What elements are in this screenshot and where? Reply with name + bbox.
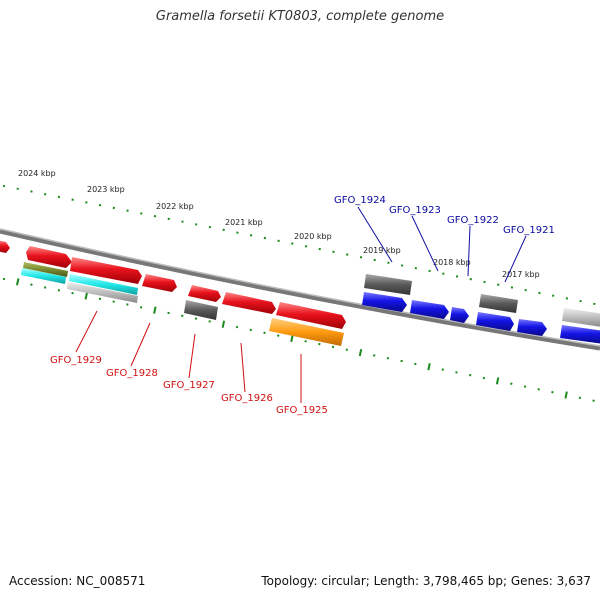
gene-arrow bbox=[188, 285, 221, 302]
major-tick bbox=[16, 278, 20, 286]
gene-arrow bbox=[26, 246, 72, 268]
callout-lines-bottom bbox=[75, 310, 302, 403]
major-tick bbox=[153, 306, 157, 314]
gene-arrows-forward bbox=[0, 240, 346, 329]
callout-line bbox=[130, 322, 151, 367]
gene-arrow bbox=[476, 312, 514, 331]
gene-arrows-reverse bbox=[362, 274, 600, 344]
gene-arrow bbox=[410, 300, 449, 319]
major-tick bbox=[84, 292, 88, 300]
callout-line bbox=[188, 333, 196, 379]
gene-arrow bbox=[450, 307, 469, 323]
gene-arrow bbox=[362, 292, 407, 312]
major-tick bbox=[495, 377, 500, 385]
gene-arrow bbox=[276, 302, 346, 329]
gene-arrow bbox=[70, 257, 142, 284]
gene-arrow bbox=[0, 240, 10, 253]
gene-block-gray bbox=[184, 300, 218, 320]
gene-block-light-gray bbox=[562, 308, 600, 327]
gene-label-gfo-1922: GFO_1922 bbox=[447, 215, 499, 226]
gene-label-gfo-1927: GFO_1927 bbox=[163, 380, 215, 391]
gene-label-gfo-1925: GFO_1925 bbox=[276, 405, 328, 416]
kbp-label-2024: 2024 kbp bbox=[18, 169, 56, 178]
accession-text: Accession: NC_008571 bbox=[9, 574, 146, 588]
gene-label-gfo-1924: GFO_1924 bbox=[334, 195, 386, 206]
callout-line bbox=[504, 235, 527, 283]
major-tick bbox=[564, 391, 568, 399]
gene-label-gfo-1928: GFO_1928 bbox=[106, 368, 158, 379]
gene-arrow bbox=[222, 292, 276, 314]
gene-label-gfo-1923: GFO_1923 bbox=[389, 205, 441, 216]
major-tick bbox=[358, 348, 363, 357]
major-tick bbox=[221, 320, 226, 328]
genome-stats-text: Topology: circular; Length: 3,798,465 bp… bbox=[261, 574, 591, 588]
gene-arrow bbox=[142, 274, 177, 292]
kbp-label-2023: 2023 kbp bbox=[87, 185, 125, 194]
gene-block-cyan bbox=[69, 274, 138, 295]
outer-tick-ring bbox=[2, 184, 596, 306]
gene-block-orange bbox=[269, 318, 344, 346]
inner-tick-ring bbox=[2, 277, 595, 402]
genome-backbone bbox=[0, 228, 600, 351]
kbp-label-2022: 2022 kbp bbox=[156, 202, 194, 211]
callout-line bbox=[357, 206, 393, 263]
callout-line bbox=[75, 310, 98, 353]
kbp-label-2018: 2018 kbp bbox=[433, 258, 471, 267]
gene-features-inner bbox=[21, 262, 344, 346]
callout-line bbox=[411, 215, 439, 272]
kbp-label-2019: 2019 kbp bbox=[363, 246, 401, 255]
gene-block-gray bbox=[364, 274, 412, 295]
callout-lines-top bbox=[357, 206, 527, 283]
page-title: Gramella forsetii KT0803, complete genom… bbox=[155, 9, 445, 24]
kbp-label-2021: 2021 kbp bbox=[225, 218, 263, 227]
major-tick bbox=[427, 363, 431, 371]
major-tick bbox=[290, 334, 294, 343]
gene-block-gray bbox=[479, 294, 518, 313]
gene-arrow bbox=[560, 325, 600, 344]
gene-label-gfo-1929: GFO_1929 bbox=[50, 355, 102, 366]
gene-block-light-gray bbox=[67, 282, 138, 303]
gene-label-gfo-1926: GFO_1926 bbox=[221, 393, 273, 404]
gene-label-gfo-1921: GFO_1921 bbox=[503, 225, 555, 236]
kbp-label-2017: 2017 kbp bbox=[502, 270, 540, 279]
gene-block-olive bbox=[23, 262, 68, 277]
gene-block-cyan bbox=[21, 268, 66, 284]
kbp-label-2020: 2020 kbp bbox=[294, 232, 332, 241]
gene-arrow bbox=[517, 319, 547, 336]
callout-line bbox=[240, 342, 246, 393]
callout-line bbox=[467, 225, 471, 277]
